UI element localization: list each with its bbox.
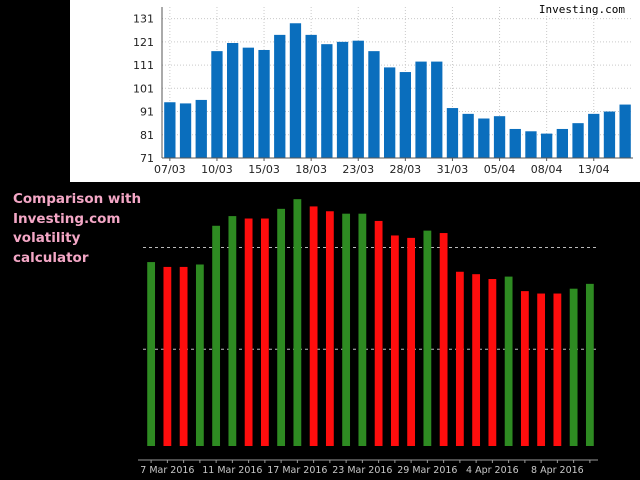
caption-line: Investing.com — [13, 210, 121, 227]
data-bar — [572, 123, 584, 158]
data-bar — [352, 40, 364, 158]
volatility-bar — [179, 266, 188, 446]
data-bar — [211, 51, 223, 159]
data-bar — [368, 51, 380, 159]
volatility-bar — [374, 220, 383, 446]
x-tick-label: 07/03 — [154, 163, 186, 176]
x-date-label: 29 Mar 2016 — [397, 465, 457, 476]
volatility-bar — [423, 230, 432, 446]
data-bar — [431, 61, 443, 158]
volatility-bar — [342, 213, 351, 446]
data-bar — [446, 108, 459, 158]
data-bar — [336, 41, 349, 158]
y-tick-label: 101 — [133, 82, 154, 95]
volatility-bar — [228, 216, 237, 446]
x-tick-label: 15/03 — [248, 163, 280, 176]
data-bar — [415, 61, 427, 158]
y-tick-label: 91 — [140, 106, 154, 119]
data-bar — [509, 128, 521, 158]
x-date-label: 7 Mar 2016 — [140, 465, 194, 476]
data-bar — [399, 72, 412, 158]
data-bar — [525, 131, 537, 158]
volatility-bar — [569, 288, 578, 446]
volatility-bar — [390, 235, 399, 446]
x-date-label: 8 Apr 2016 — [531, 465, 584, 476]
x-tick-label: 05/04 — [484, 163, 516, 176]
x-tick-label: 10/03 — [201, 163, 233, 176]
data-bar — [226, 43, 239, 158]
y-tick-label: 121 — [133, 36, 154, 49]
data-bar — [289, 23, 302, 159]
volatility-bar — [277, 208, 286, 446]
data-bar — [603, 111, 616, 158]
data-bar — [274, 34, 286, 158]
volatility-bar — [520, 291, 529, 446]
y-tick-label: 71 — [140, 152, 154, 165]
x-tick-label: 28/03 — [389, 163, 421, 176]
data-bar — [383, 67, 396, 158]
data-bar — [195, 99, 207, 158]
x-tick-label: 13/04 — [578, 163, 610, 176]
volatility-bar — [439, 233, 448, 446]
data-bar — [164, 102, 176, 158]
data-bar — [493, 116, 506, 158]
data-bar — [540, 133, 553, 158]
volatility-bar — [212, 225, 221, 446]
caption-line: volatility calculator — [13, 230, 89, 266]
data-bar — [321, 44, 333, 158]
volatility-bar — [293, 199, 302, 446]
y-tick-label: 81 — [140, 129, 154, 142]
investing-chart-panel: 71 81 91 101 111 121 131 07/03 10/03 15/03 18/03 23… — [70, 0, 640, 182]
data-bar — [588, 113, 600, 158]
volatility-bar — [325, 211, 334, 446]
volatility-bar — [488, 279, 497, 446]
brand-label: Investing.com — [536, 3, 627, 16]
volatility-bar — [309, 206, 318, 446]
x-date-label: 23 Mar 2016 — [332, 465, 392, 476]
volatility-bar — [537, 293, 546, 446]
data-bar — [179, 103, 192, 158]
volatility-bar — [407, 237, 416, 446]
volatility-bar — [455, 271, 464, 446]
volatility-bar — [244, 218, 253, 446]
x-tick-label: 23/03 — [342, 163, 374, 176]
volatility-bar — [472, 274, 481, 446]
y-tick-label: 111 — [133, 59, 154, 72]
data-bar — [462, 113, 474, 158]
data-bar — [305, 34, 317, 158]
data-bar — [478, 118, 490, 158]
caption-line: Comparison with — [13, 191, 142, 207]
investing-bar-chart: 71 81 91 101 111 121 131 07/03 10/03 15/03 18/03 23… — [133, 7, 633, 176]
volatility-bar — [585, 283, 594, 446]
x-date-label: 17 Mar 2016 — [267, 465, 327, 476]
volatility-bar — [504, 276, 513, 446]
volatility-bar — [195, 264, 204, 446]
volatility-bar — [147, 262, 156, 446]
volatility-bar — [358, 213, 367, 446]
x-date-label: 4 Apr 2016 — [466, 465, 519, 476]
x-tick-label: 18/03 — [295, 163, 327, 176]
x-tick-label: 08/04 — [531, 163, 563, 176]
data-bar — [619, 104, 631, 158]
volatility-bar-chart: 7 Mar 2016 11 Mar 2016 17 Mar 2016 23 Mar 2… — [138, 199, 598, 476]
volatility-bar — [553, 293, 562, 446]
y-tick-label: 131 — [133, 13, 154, 26]
data-bar — [556, 128, 569, 158]
data-bar — [242, 47, 255, 158]
x-tick-label: 31/03 — [437, 163, 469, 176]
volatility-bar — [260, 218, 269, 446]
x-date-label: 11 Mar 2016 — [202, 465, 262, 476]
comparison-caption: Comparison with Investing.com volatility… — [13, 190, 153, 268]
volatility-bar — [163, 266, 172, 446]
data-bar — [258, 49, 270, 158]
